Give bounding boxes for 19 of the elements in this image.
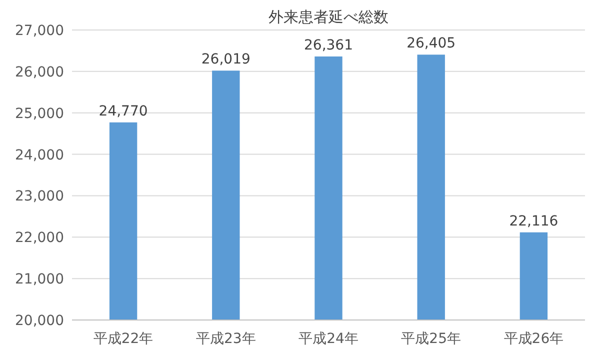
data-label: 26,361 <box>304 37 353 54</box>
data-label: 22,116 <box>509 213 558 230</box>
y-tick-label: 21,000 <box>15 272 64 288</box>
x-tick-label: 平成26年 <box>504 331 564 347</box>
y-tick-label: 27,000 <box>15 23 64 39</box>
data-label: 26,019 <box>201 52 250 68</box>
y-tick-label: 20,000 <box>15 313 64 329</box>
data-label: 24,770 <box>98 103 148 120</box>
x-tick-label: 平成23年 <box>196 331 256 347</box>
y-tick-label: 22,000 <box>15 230 64 246</box>
y-tick-label: 24,000 <box>15 147 64 164</box>
data-label: 26,405 <box>406 36 456 52</box>
x-tick-label: 平成25年 <box>401 331 462 347</box>
y-tick-label: 25,000 <box>15 106 64 122</box>
y-tick-label: 23,000 <box>15 188 64 205</box>
x-tick-label: 平成22年 <box>93 331 154 347</box>
x-tick-label: 平成24年 <box>298 331 358 347</box>
chart-title: 外来患者延べ総数 <box>268 8 388 26</box>
y-tick-label: 26,000 <box>15 64 64 80</box>
